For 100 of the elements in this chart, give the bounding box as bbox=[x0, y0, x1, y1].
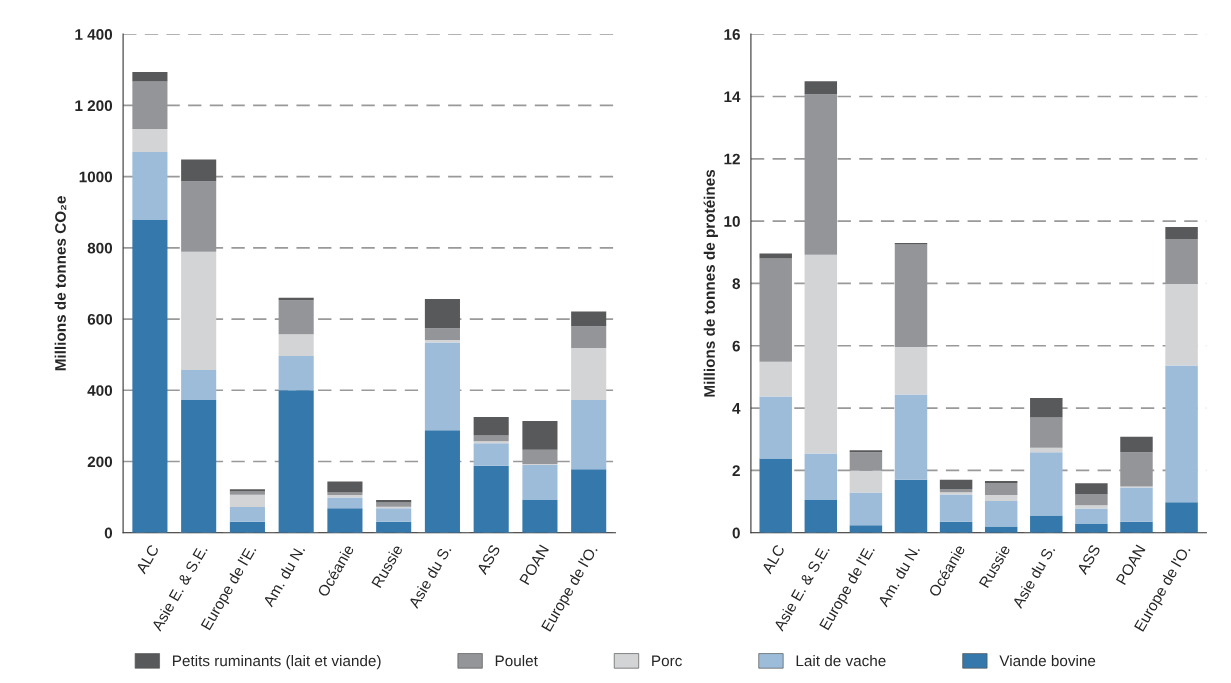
y-axis-title: Millions de tonnes de protéines bbox=[703, 169, 718, 397]
y-tick-label: 12 bbox=[724, 153, 740, 165]
y-tick-label: 6 bbox=[732, 340, 740, 352]
bar bbox=[1030, 417, 1063, 448]
bar bbox=[1030, 452, 1063, 516]
bar bbox=[894, 347, 928, 395]
bar bbox=[804, 81, 838, 95]
bar bbox=[939, 521, 973, 533]
legend-label: Lait de vache bbox=[796, 655, 886, 667]
bar bbox=[804, 453, 838, 501]
bar bbox=[804, 254, 838, 454]
legend-label: Poulet bbox=[495, 655, 538, 667]
bar bbox=[1165, 227, 1198, 239]
bar bbox=[1120, 487, 1153, 522]
y-tick-label: 0 bbox=[732, 527, 740, 539]
bar bbox=[424, 342, 460, 431]
bar bbox=[984, 482, 1018, 496]
bar bbox=[229, 494, 265, 508]
y-tick-label: 1 200 bbox=[75, 100, 113, 112]
bar bbox=[473, 441, 509, 444]
bar bbox=[1120, 436, 1153, 453]
bar bbox=[278, 390, 314, 533]
y-tick-label: 10 bbox=[724, 215, 740, 227]
y-tick-label: 600 bbox=[87, 313, 113, 325]
bar bbox=[327, 508, 363, 533]
bar bbox=[1165, 284, 1198, 366]
bar bbox=[939, 494, 973, 522]
bar bbox=[473, 443, 509, 466]
y-tick-label: 400 bbox=[87, 385, 113, 396]
y-axis-title: Millions de tonnes CO₂e bbox=[54, 196, 67, 371]
bar bbox=[849, 450, 883, 453]
x-tick-label: Am. du N. bbox=[262, 544, 306, 608]
bar bbox=[181, 399, 217, 533]
bar bbox=[522, 420, 558, 450]
y-tick-label: 1 400 bbox=[75, 29, 113, 40]
bar bbox=[894, 394, 928, 480]
bar bbox=[1075, 494, 1108, 506]
bar bbox=[1030, 515, 1063, 533]
bar bbox=[571, 469, 607, 533]
y-tick-label: 4 bbox=[732, 403, 741, 414]
bar bbox=[759, 396, 792, 459]
bar bbox=[849, 470, 883, 493]
bar bbox=[984, 495, 1018, 501]
bar bbox=[984, 500, 1018, 527]
y-tick-label: 0 bbox=[104, 527, 113, 539]
legend-label: Porc bbox=[652, 655, 682, 667]
y-tick-label: 1000 bbox=[79, 171, 113, 183]
bar bbox=[522, 499, 558, 533]
bar bbox=[1075, 524, 1108, 533]
y-tick-label: 16 bbox=[724, 29, 740, 40]
legend-label: Petits ruminants (lait et viande) bbox=[173, 655, 381, 670]
bar bbox=[424, 430, 460, 533]
bar bbox=[132, 128, 168, 153]
bar bbox=[327, 481, 363, 493]
bar bbox=[804, 500, 838, 533]
bar bbox=[522, 465, 558, 500]
bar bbox=[1030, 398, 1063, 418]
bar bbox=[132, 71, 168, 82]
bar bbox=[849, 492, 883, 526]
y-tick-label: 2 bbox=[732, 465, 740, 476]
bar bbox=[132, 152, 168, 221]
legend-label: Viande bovine bbox=[999, 655, 1096, 667]
y-tick-label: 800 bbox=[87, 242, 113, 254]
bar bbox=[1165, 365, 1198, 503]
bar bbox=[759, 253, 792, 259]
bar bbox=[376, 502, 412, 507]
bar bbox=[473, 417, 509, 436]
bar bbox=[229, 521, 265, 533]
bar bbox=[1075, 505, 1108, 509]
bar bbox=[759, 458, 792, 533]
bar bbox=[376, 508, 412, 522]
bar bbox=[759, 361, 792, 397]
bar bbox=[229, 507, 265, 522]
bar bbox=[424, 340, 460, 343]
bar bbox=[571, 326, 607, 348]
bar bbox=[424, 299, 460, 329]
x-tick-label: Am. du N. bbox=[877, 544, 921, 608]
bar bbox=[327, 497, 363, 509]
bar bbox=[571, 399, 607, 470]
y-tick-label: 14 bbox=[724, 91, 741, 103]
bar bbox=[376, 521, 412, 533]
y-tick-label: 8 bbox=[732, 278, 741, 290]
bar bbox=[181, 369, 217, 400]
bar bbox=[571, 347, 607, 400]
bar bbox=[571, 311, 607, 327]
bar bbox=[278, 356, 314, 391]
bar bbox=[424, 328, 460, 341]
bar bbox=[473, 465, 509, 533]
bar bbox=[181, 251, 217, 370]
bar bbox=[278, 334, 314, 357]
bar bbox=[1120, 521, 1153, 533]
y-tick-label: 200 bbox=[87, 456, 113, 468]
bar bbox=[1165, 502, 1198, 533]
bar bbox=[181, 159, 217, 182]
bar bbox=[894, 479, 928, 533]
bar bbox=[849, 525, 883, 533]
bar bbox=[132, 220, 168, 533]
bar bbox=[939, 479, 973, 490]
bar bbox=[1075, 483, 1108, 495]
bar bbox=[1075, 508, 1108, 525]
